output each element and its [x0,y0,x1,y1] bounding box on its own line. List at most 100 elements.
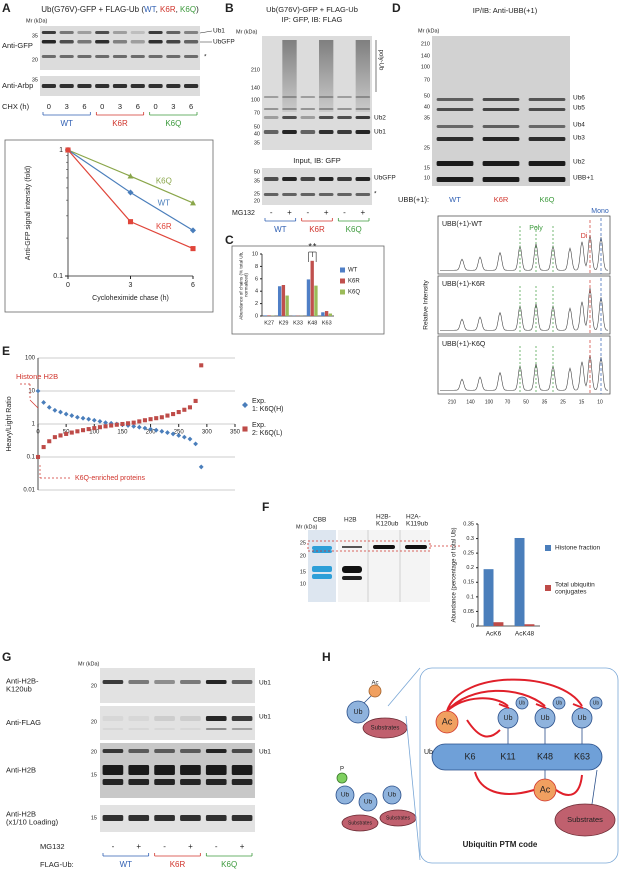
band [231,728,253,730]
trace-frame [437,335,611,395]
group-label: WT [449,195,461,204]
data-point [126,421,131,426]
mw-marker: 210 [421,41,430,47]
band [41,84,56,88]
trace-x-label: 25 [560,399,566,405]
band [205,815,227,821]
data-point [190,246,196,252]
band [318,193,334,196]
lysine-label: K11 [500,751,515,761]
band [528,137,566,141]
data-point [103,420,108,426]
data-point [176,410,181,415]
group-label: WT [274,225,287,234]
mw-heading: Mr (kDa) [26,18,48,24]
text-line: K120ub [376,520,399,527]
x-tick-label: K33 [293,320,303,326]
band [184,40,199,44]
legend-label: Histone fraction [555,545,601,552]
band [300,96,316,98]
y-tick-label: 0.2 [466,565,474,571]
y-axis-title: Anti-GFP signal intensity (fold) [25,166,32,260]
band [355,193,371,196]
band [112,31,128,34]
mw-marker: 35 [32,33,38,39]
band [128,680,150,684]
mw-marker: 70 [254,110,260,116]
x-tick-label: AcK6 [486,631,502,638]
band-label: Ub5 [573,105,585,112]
panel-letter: A [2,1,11,15]
data-point [120,421,125,427]
band [41,31,56,34]
panel-letter: F [262,500,269,514]
band [263,108,279,110]
band [436,108,474,111]
lane-label: - [215,842,218,851]
band [300,193,316,196]
peak-label: Di [581,233,588,240]
trace-x-label: 50 [523,399,529,405]
blot [100,805,255,832]
lane-heading: FLAG-Ub: [40,860,74,869]
data-point [127,219,134,225]
data-point [127,189,134,196]
band [102,728,124,730]
data-point [127,173,134,179]
data-point [142,425,148,431]
lane-label: 3 [118,102,122,111]
mw-marker: 10 [424,175,430,181]
glyph [335,785,355,805]
data-point [69,430,74,435]
y-tick-label: 1 [32,422,36,428]
inhibition [446,678,583,738]
x-tick-label: AcK48 [515,631,535,638]
band [180,716,201,721]
legend-label: Exp. 1: K6Q(H) [252,398,284,413]
mw-marker: 15 [300,569,306,575]
group-label: K6Q [221,860,237,869]
ub-label: Ub [504,715,513,722]
trace-x-label: 70 [505,399,511,405]
trace-frame [437,275,611,335]
y-tick-label: 0.15 [463,580,474,586]
band [154,815,175,821]
band-label: Ub1 [213,28,225,35]
band [436,137,474,141]
y-axis-title: Abundance of chains (% total Ub, normali… [239,250,249,319]
band [282,130,297,134]
band [102,765,124,775]
annotation-arrow [29,399,39,409]
band-label: poly-Ub [377,50,383,71]
data-point [165,413,170,418]
ub-label: Ub [593,700,600,706]
legend-swatch [340,278,345,284]
legend-swatch [545,585,551,591]
band [180,765,201,775]
band [154,680,175,684]
title-part: ) [196,5,199,14]
y-tick-label: 0 [471,623,474,629]
band [180,680,201,684]
band [166,55,181,58]
trace [440,354,609,391]
band [482,108,520,111]
mw-marker: 35 [424,115,430,121]
x-tick-label: 0 [36,430,40,436]
data-point [41,445,46,450]
ub-label: Ub [341,792,350,799]
inhibition-bar [535,703,547,709]
data-point [181,434,187,440]
data-point [198,464,204,470]
mw-marker: 100 [421,64,430,70]
group-label: K6Q [539,195,554,204]
bar [281,285,286,316]
data-point [47,439,52,444]
band [205,728,227,730]
data-point [142,418,147,423]
treatment-label: MG132 [232,210,255,217]
data-point [114,422,119,427]
band [154,765,175,775]
blot-label: Anti-H2B (x1/10 Loading) [6,809,59,826]
